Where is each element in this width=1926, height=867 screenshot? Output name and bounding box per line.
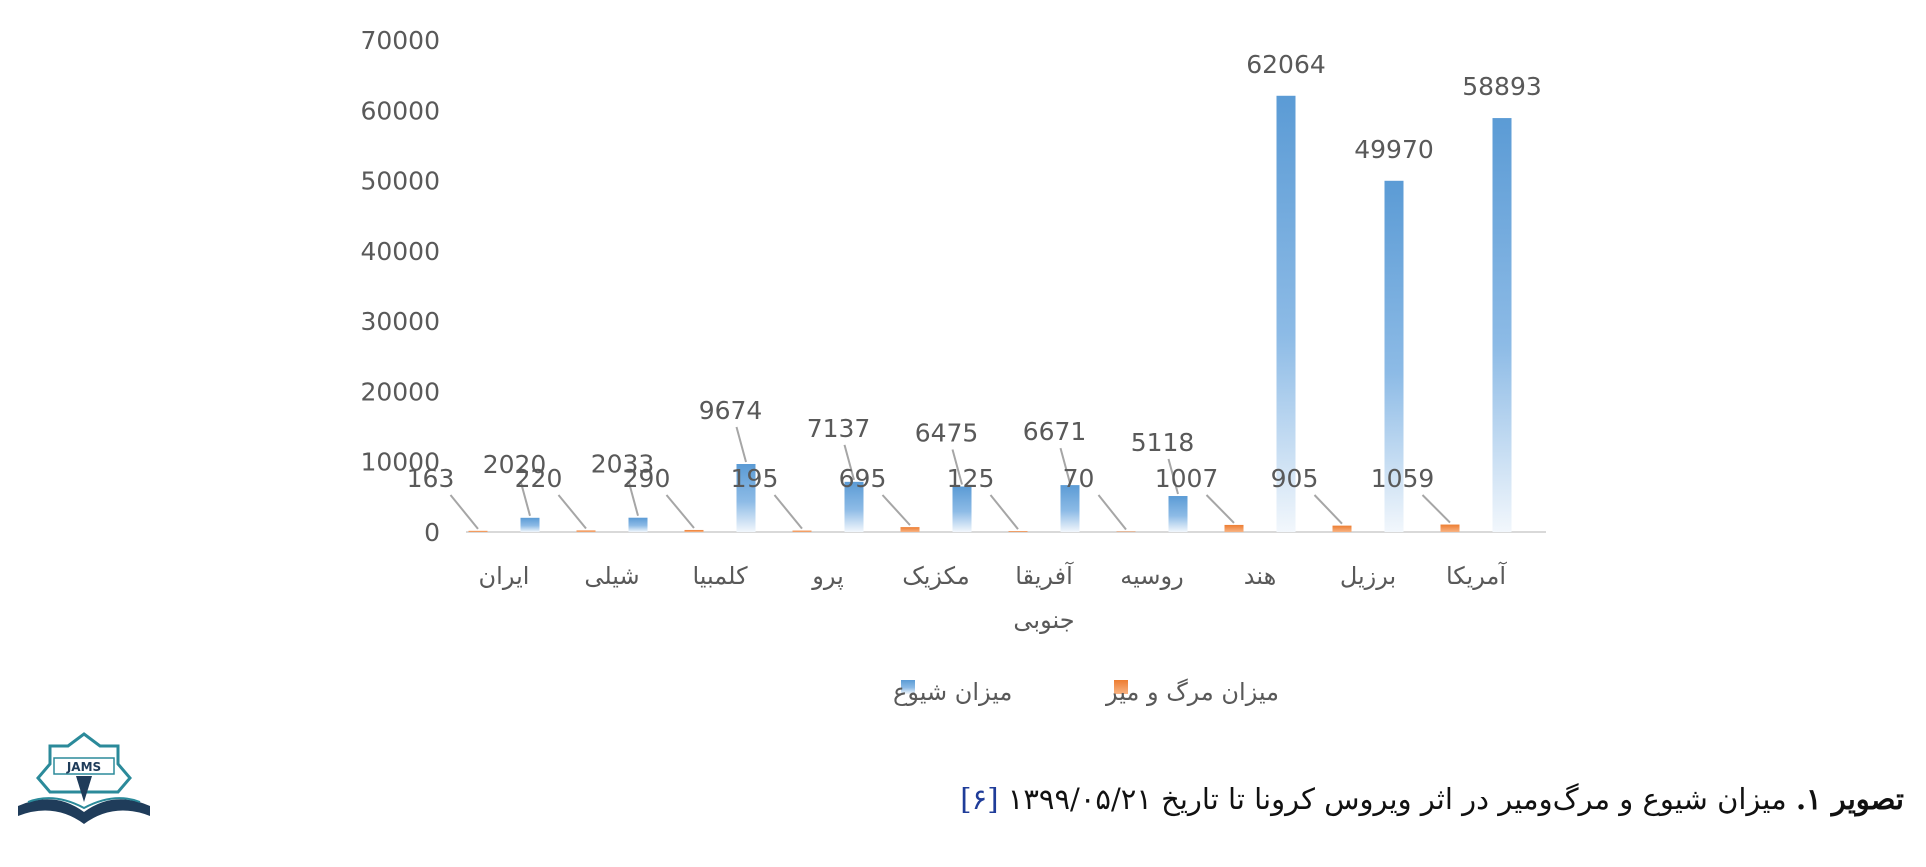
category-label: آمریکا	[1446, 561, 1507, 590]
leader-line	[843, 444, 855, 481]
data-label-prevalence: 5118	[1131, 428, 1195, 457]
chart: 0 10000 20000 30000 40000 50000 60000 70000 588…	[360, 26, 1546, 706]
bar-prevalence	[1492, 118, 1512, 532]
leader-line	[1313, 494, 1343, 525]
y-tick-label: 0	[424, 518, 440, 547]
category-label: ایران	[479, 562, 530, 590]
legend-swatch	[901, 680, 915, 694]
bar-deaths	[792, 530, 812, 532]
bar-deaths	[1224, 524, 1244, 532]
legend: میزان مرگ و میر میزان شیوع	[893, 678, 1279, 706]
bar-deaths	[1332, 525, 1352, 532]
data-label-deaths: 70	[1063, 464, 1095, 493]
data-label-deaths: 695	[839, 464, 887, 493]
bar-deaths	[468, 530, 488, 532]
category-label: جنوبی	[1013, 606, 1074, 634]
bar-deaths	[1116, 531, 1136, 533]
y-tick-label: 40000	[360, 237, 440, 266]
data-labels: 58893 1059 49970 905 62064 1007 5118 70 6671 125 6…	[407, 50, 1542, 493]
legend-label: میزان شیوع	[893, 678, 1012, 706]
y-tick-label: 70000	[360, 26, 440, 55]
legend-label: میزان مرگ و میر	[1105, 678, 1279, 706]
bar-deaths	[1440, 524, 1460, 532]
jams-logo: JAMS	[18, 732, 150, 824]
data-label-deaths: 125	[947, 464, 995, 493]
y-axis-ticks: 0 10000 20000 30000 40000 50000 60000 70000	[360, 26, 440, 547]
data-label-deaths: 1059	[1371, 464, 1435, 493]
leader-line	[951, 449, 963, 485]
leader-lines	[449, 426, 1451, 531]
caption-text: میزان شیوع و مرگ‌ومیر در اثر ویروس کرونا…	[998, 782, 1796, 816]
data-label-deaths: 220	[515, 464, 563, 493]
bar-deaths	[576, 530, 596, 532]
leader-line	[1059, 447, 1071, 484]
category-label: برزیل	[1340, 562, 1396, 590]
bar-prevalence	[1384, 180, 1404, 532]
data-label-prevalence: 62064	[1246, 50, 1326, 79]
leader-line	[773, 494, 803, 530]
leader-line	[735, 426, 747, 463]
logo-text: JAMS	[66, 760, 101, 774]
data-label-prevalence: 58893	[1462, 72, 1542, 101]
category-label: روسیه	[1120, 562, 1183, 590]
data-label-deaths: 195	[731, 464, 779, 493]
bar-prevalence	[952, 486, 972, 532]
category-labels: آمریکا برزیل هند روسیه آفریقا جنوبی مکزیک پرو کل…	[479, 561, 1508, 634]
y-tick-label: 60000	[360, 96, 440, 125]
category-label: هند	[1244, 562, 1277, 590]
data-label-prevalence: 6475	[915, 418, 979, 447]
data-label-prevalence: 49970	[1354, 135, 1434, 164]
leader-line	[1421, 494, 1451, 524]
bar-prevalence	[1276, 95, 1296, 532]
data-label-prevalence: 2020	[483, 450, 547, 479]
bar-prevalence	[1060, 485, 1080, 532]
data-label-prevalence: 7137	[807, 414, 871, 443]
data-label-prevalence: 9674	[699, 396, 763, 425]
y-tick-label: 30000	[360, 307, 440, 336]
leader-line	[449, 494, 479, 530]
leader-line	[665, 494, 695, 529]
leader-line	[1097, 494, 1127, 531]
y-tick-label: 50000	[360, 167, 440, 196]
data-label-deaths: 905	[1271, 464, 1319, 493]
data-label-prevalence: 6671	[1023, 417, 1087, 446]
bar-prevalence	[736, 464, 756, 532]
data-label-deaths: 1007	[1155, 464, 1219, 493]
leader-line	[989, 494, 1019, 530]
leader-line	[1205, 494, 1235, 524]
leader-line	[881, 494, 911, 526]
y-tick-label: 10000	[360, 448, 440, 477]
bar-prevalence	[1168, 496, 1188, 532]
leader-line	[1167, 458, 1179, 495]
category-label: پرو	[811, 562, 844, 590]
data-label-prevalence: 2033	[591, 450, 655, 479]
caption-reference: [۶]	[960, 782, 999, 816]
bar-prevalence	[520, 517, 540, 532]
category-label: آفریقا	[1015, 561, 1074, 590]
leader-line	[519, 480, 531, 517]
legend-swatch	[1114, 680, 1128, 694]
bar-prevalence	[628, 517, 648, 532]
category-label: مکزیک	[902, 562, 970, 590]
leader-line	[627, 480, 639, 516]
caption-number: تصویر ۱.	[1795, 782, 1904, 816]
data-label-deaths: 163	[407, 464, 455, 493]
category-label: کلمبیا	[692, 562, 748, 590]
bars	[468, 95, 1512, 533]
figure-caption: تصویر ۱. میزان شیوع و مرگ‌ومیر در اثر وی…	[960, 782, 1904, 816]
leader-line	[557, 494, 587, 530]
bar-prevalence	[844, 481, 864, 532]
category-label: شیلی	[584, 562, 639, 590]
y-tick-label: 20000	[360, 377, 440, 406]
data-label-deaths: 290	[623, 464, 671, 493]
bar-deaths	[684, 529, 704, 532]
bar-deaths	[900, 527, 920, 532]
bar-deaths	[1008, 531, 1028, 532]
